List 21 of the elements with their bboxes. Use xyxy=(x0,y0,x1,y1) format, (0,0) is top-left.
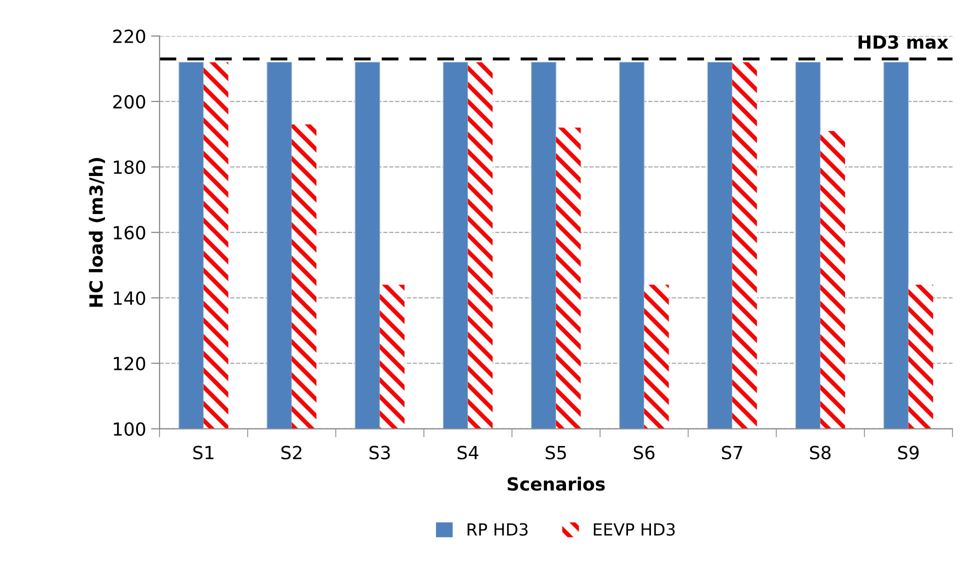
y-tick-label: 220 xyxy=(113,29,146,44)
x-tick-label: S4 xyxy=(458,446,478,460)
y-tick-label: 120 xyxy=(114,356,146,370)
x-tick-label: S2 xyxy=(281,446,302,460)
x-tick-label: S6 xyxy=(634,446,654,460)
legend-label: RP HD3 xyxy=(468,523,528,536)
y-axis-title: HC load (m3/h) xyxy=(88,158,105,307)
legend-label: EEVP HD3 xyxy=(594,523,675,536)
y-tick-label: 140 xyxy=(114,291,146,305)
x-tick-label: S8 xyxy=(810,446,831,460)
ref-line-label: HD3 max xyxy=(858,35,948,49)
y-tick-label: 100 xyxy=(114,422,146,436)
y-tick-label: 160 xyxy=(114,226,146,240)
x-tick-label: S5 xyxy=(546,446,566,460)
y-tick-label: 200 xyxy=(113,94,146,109)
x-tick-label: S3 xyxy=(370,446,390,460)
x-axis-title: Scenarios xyxy=(508,476,605,491)
x-tick-label: S7 xyxy=(722,446,742,460)
x-tick-label: S1 xyxy=(193,446,214,460)
x-tick-label: S9 xyxy=(898,446,919,460)
y-tick-label: 180 xyxy=(114,160,146,174)
